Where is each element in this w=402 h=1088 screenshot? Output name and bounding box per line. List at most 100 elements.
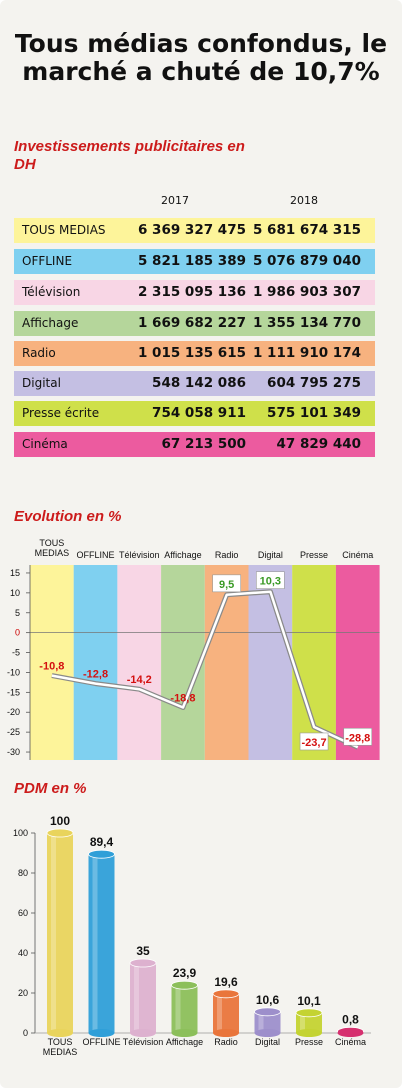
row-label: Télévision — [22, 285, 81, 299]
pdm-bar — [47, 833, 73, 1033]
pdm-category-label: Télévision — [123, 1037, 164, 1047]
year-2018-header: 2018 — [290, 194, 318, 207]
pdm-bar-top — [212, 989, 240, 999]
pdm-value-label: 10,6 — [256, 993, 280, 1007]
evolution-category-label: Digital — [258, 550, 283, 560]
evolution-value-label: -14,2 — [127, 674, 152, 686]
row-label: Affichage — [22, 316, 79, 330]
evolution-y-tick: -10 — [7, 667, 20, 677]
evolution-category-label: Presse — [300, 550, 328, 560]
pdm-bar-base — [296, 1029, 322, 1037]
row-label: Radio — [22, 346, 56, 360]
evolution-value-label: -12,8 — [83, 669, 108, 681]
pdm-category-label: OFFLINE — [82, 1037, 120, 1047]
value-2018: 604 795 275 — [267, 375, 361, 391]
pdm-bar — [254, 1011, 281, 1033]
evolution-line — [51, 590, 359, 749]
table-row-affichage: Affichage 1 669 682 227 1 355 134 770 — [14, 311, 375, 336]
value-2018: 1 111 910 174 — [252, 345, 361, 361]
evolution-category-label: TOUS — [39, 538, 64, 548]
pdm-bar-top — [295, 1008, 323, 1018]
pdm-y-tick: 40 — [18, 948, 28, 958]
value-2017: 5 821 185 389 — [137, 253, 246, 269]
evolution-value-box — [299, 732, 329, 751]
evolution-y-tick: 10 — [10, 588, 20, 598]
pdm-y-tick: 80 — [18, 868, 28, 878]
pdm-bar-highlight — [175, 985, 181, 1033]
pdm-value-label: 100 — [50, 814, 70, 828]
table-row-offline: OFFLINE 5 821 185 389 5 076 879 040 — [14, 249, 375, 274]
pdm-section-title: PDM en % — [14, 780, 87, 797]
evolution-y-tick: 15 — [10, 568, 20, 578]
evolution-y-tick: -25 — [7, 727, 20, 737]
evolution-value-label: -10,8 — [39, 661, 64, 673]
pdm-bar-highlight — [92, 854, 98, 1033]
table-row-radio: Radio 1 015 135 615 1 111 910 174 — [14, 341, 375, 366]
value-2018: 5 681 674 315 — [252, 222, 361, 238]
pdm-value-label: 19,6 — [214, 975, 238, 989]
year-2017-header: 2017 — [161, 194, 189, 207]
value-2018: 1 355 134 770 — [252, 315, 361, 331]
row-label: Presse écrite — [22, 406, 100, 420]
pdm-category-label: TOUS — [48, 1037, 73, 1047]
pdm-category-label: MEDIAS — [43, 1047, 78, 1057]
evolution-value-box — [343, 727, 373, 746]
evolution-column — [292, 565, 336, 760]
pdm-bar-base — [213, 1029, 239, 1037]
evolution-category-label: Radio — [215, 550, 239, 560]
pdm-bar-base — [88, 1029, 115, 1037]
table-row-cinema: Cinéma 67 213 500 47 829 440 — [14, 432, 375, 457]
pdm-chart: 100 80 60 40 20 0 100 89,4 35 23,9 19,6 10,6 10,1 0,8… — [13, 814, 371, 1057]
row-label: Digital — [22, 376, 61, 390]
evolution-value-label: 9,5 — [219, 579, 234, 591]
evolution-value-box — [256, 571, 285, 589]
pdm-bar-top — [254, 1007, 281, 1017]
evolution-category-label: Affichage — [164, 550, 201, 560]
main-title: Tous médias confondus, le marché a chuté… — [14, 29, 388, 86]
pdm-bar-top — [129, 958, 157, 968]
value-2018: 5 076 879 040 — [252, 253, 361, 269]
value-2017: 754 058 911 — [152, 405, 246, 421]
evolution-y-tick: -20 — [7, 707, 20, 717]
value-2017: 548 142 086 — [152, 375, 246, 391]
pdm-bar-base — [337, 1029, 364, 1037]
row-label: Cinéma — [22, 437, 68, 451]
evolution-y-tick: -30 — [7, 747, 20, 757]
pdm-category-label: Presse — [295, 1037, 323, 1047]
pdm-bar-base — [171, 1029, 198, 1037]
pdm-value-label: 35 — [136, 944, 150, 958]
pdm-bar — [296, 1012, 322, 1033]
table-row-digital: Digital 548 142 086 604 795 275 — [14, 371, 375, 396]
pdm-bar-top — [171, 980, 198, 990]
evolution-column — [335, 565, 380, 760]
row-label: OFFLINE — [22, 254, 73, 268]
pdm-bar-highlight — [217, 993, 222, 1033]
invest-section-title: Investissements publicitaires en DH — [14, 138, 245, 173]
evolution-y-tick: 5 — [15, 608, 20, 618]
value-2017: 67 213 500 — [161, 436, 246, 452]
evolution-y-tick: -5 — [12, 648, 20, 658]
pdm-value-label: 10,1 — [297, 994, 321, 1008]
pdm-value-label: 23,9 — [173, 966, 197, 980]
value-2017: 6 369 327 475 — [137, 222, 246, 238]
evolution-column — [161, 565, 205, 760]
pdm-bar-base — [130, 1029, 156, 1037]
pdm-bar-highlight — [300, 1012, 305, 1033]
pdm-value-label: 0,8 — [342, 1012, 359, 1026]
evolution-value-box — [212, 574, 241, 593]
pdm-y-tick: 60 — [18, 908, 28, 918]
evolution-value-label: 10,3 — [260, 576, 281, 588]
pdm-y-tick: 20 — [18, 988, 28, 998]
evolution-y-tick: -15 — [7, 687, 20, 697]
evolution-category-label: OFFLINE — [77, 550, 115, 560]
evolution-column — [30, 565, 74, 760]
evolution-value-label: -28,8 — [345, 732, 370, 744]
evolution-category-label: Cinéma — [342, 550, 373, 560]
value-2017: 1 015 135 615 — [137, 345, 246, 361]
evolution-category-label: Télévision — [119, 550, 160, 560]
pdm-bar-highlight — [258, 1011, 264, 1033]
pdm-bar — [213, 993, 239, 1033]
pdm-category-label: Digital — [255, 1037, 280, 1047]
